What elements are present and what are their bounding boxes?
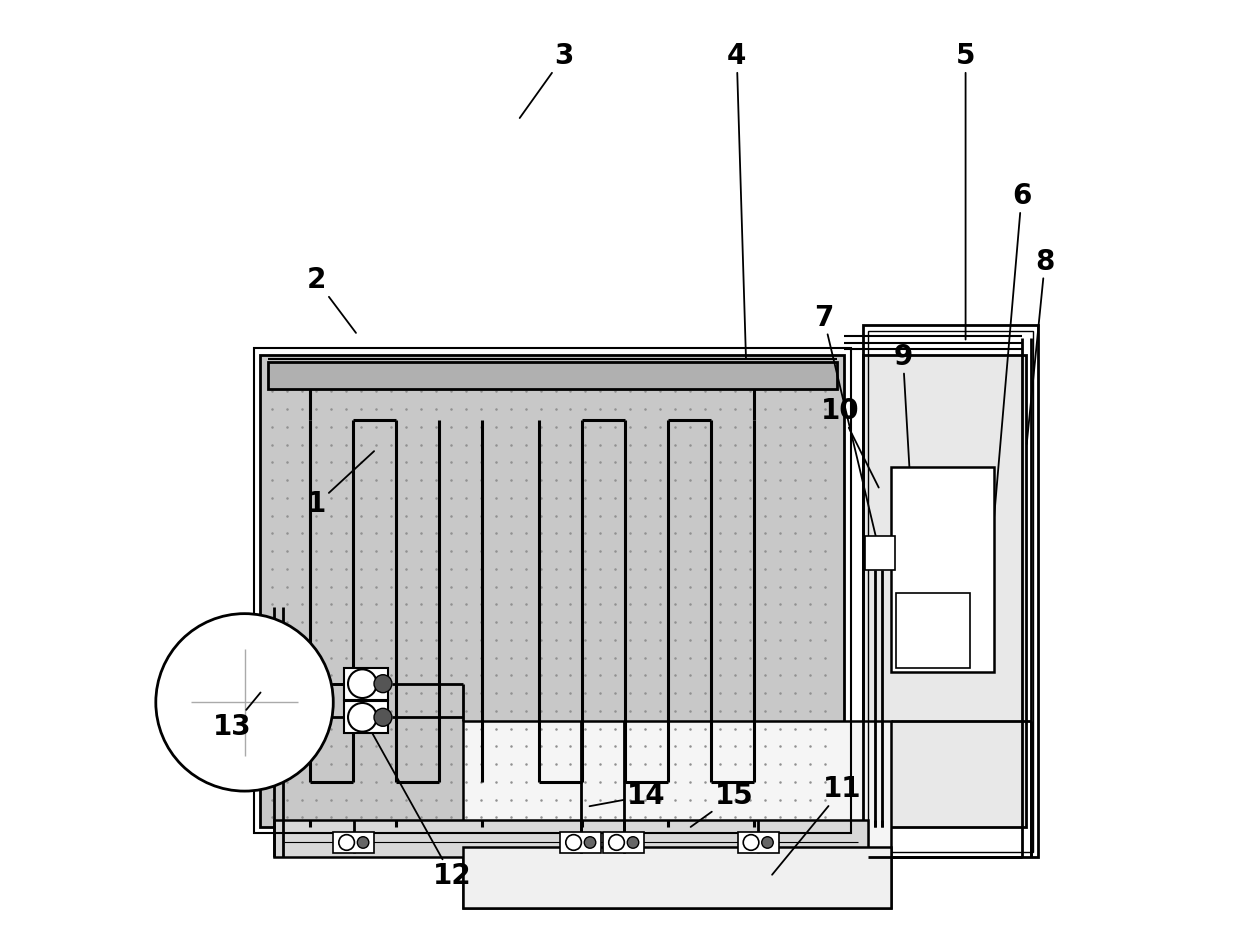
Circle shape: [156, 614, 334, 791]
Circle shape: [761, 837, 774, 848]
Text: 4: 4: [727, 42, 746, 359]
Circle shape: [627, 837, 639, 848]
Bar: [463, 847, 890, 908]
Circle shape: [374, 708, 392, 727]
Bar: [274, 820, 868, 857]
Bar: [334, 832, 374, 853]
Circle shape: [348, 703, 377, 731]
Text: 11: 11: [773, 775, 862, 875]
Text: 15: 15: [691, 782, 754, 827]
Circle shape: [339, 835, 355, 850]
Bar: [268, 362, 837, 389]
Bar: [560, 832, 601, 853]
Bar: [463, 721, 890, 908]
Circle shape: [565, 835, 582, 850]
Circle shape: [609, 835, 625, 850]
Bar: [343, 668, 388, 700]
Text: 13: 13: [213, 692, 260, 741]
Text: 9: 9: [893, 343, 920, 659]
Bar: [738, 832, 779, 853]
Text: 2: 2: [306, 266, 356, 333]
Text: 5: 5: [956, 42, 976, 340]
Text: 14: 14: [589, 782, 666, 810]
Text: 3: 3: [520, 42, 574, 118]
Bar: [868, 331, 1033, 852]
Circle shape: [374, 674, 392, 693]
Circle shape: [743, 835, 759, 850]
Text: 1: 1: [306, 451, 374, 518]
Bar: [863, 325, 1038, 857]
Bar: [890, 467, 993, 672]
Text: 8: 8: [1027, 248, 1055, 445]
Text: 6: 6: [994, 182, 1032, 519]
Text: 7: 7: [813, 304, 880, 557]
Circle shape: [357, 837, 368, 848]
Text: 10: 10: [821, 397, 879, 488]
Bar: [343, 701, 388, 733]
Circle shape: [584, 837, 595, 848]
Bar: [254, 348, 851, 833]
Bar: [260, 355, 844, 827]
Bar: [863, 355, 1027, 827]
Bar: [895, 593, 970, 668]
Bar: [603, 832, 645, 853]
Bar: [864, 536, 894, 570]
Text: 12: 12: [372, 732, 471, 890]
Circle shape: [348, 670, 377, 698]
